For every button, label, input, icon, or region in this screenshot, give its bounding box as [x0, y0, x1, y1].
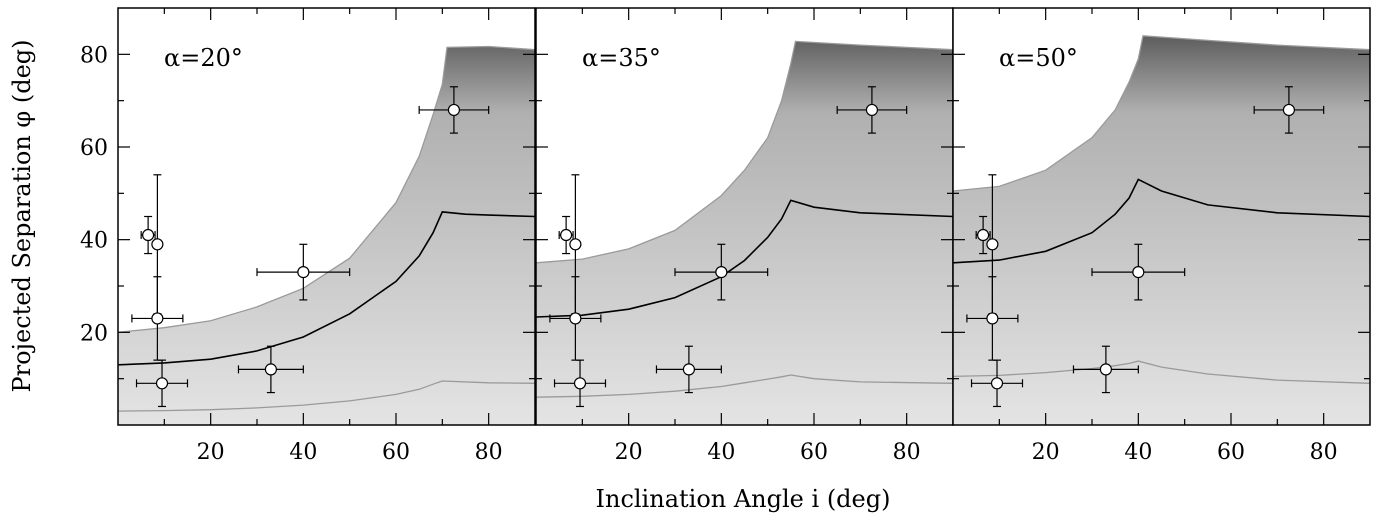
data-marker	[1099, 363, 1113, 376]
data-marker	[447, 103, 461, 117]
x-tick-label: 40	[289, 440, 317, 465]
panel-annotation: α=20°	[164, 44, 243, 72]
x-tick-label: 80	[475, 440, 503, 465]
x-tick-label: 80	[893, 440, 921, 465]
data-point-1	[140, 215, 156, 255]
lower-bound-curve	[952, 360, 1371, 384]
data-marker	[569, 238, 582, 251]
x-tick-label: 60	[1217, 440, 1245, 465]
x-tick-label: 60	[800, 440, 828, 465]
y-axis-label: Projected Separation φ (deg)	[8, 39, 36, 392]
x-tick-label: 20	[615, 440, 643, 465]
data-marker	[297, 266, 310, 279]
data-point-4	[970, 359, 1024, 408]
data-point-4	[553, 359, 607, 408]
panel-annotation: α=50°	[999, 44, 1078, 72]
data-marker	[151, 238, 164, 251]
lower-bound-curve	[535, 374, 954, 398]
panel-frame	[952, 7, 1371, 426]
upper-bound-curve	[535, 40, 954, 264]
data-point-4	[135, 359, 189, 408]
y-tick-label: 40	[80, 229, 108, 254]
data-marker	[560, 228, 573, 242]
data-marker	[155, 377, 169, 390]
probability-density-shading	[536, 8, 953, 425]
median-curve	[952, 178, 1371, 264]
panel-1: 20 40 60 80 20 40 60 80 α=20°	[80, 7, 536, 465]
data-marker	[715, 266, 728, 279]
panel-frame	[117, 7, 536, 426]
y-tick-label: 20	[80, 321, 108, 346]
upper-bound-curve	[117, 45, 536, 333]
data-point-1	[975, 215, 991, 255]
x-tick-label: 40	[707, 440, 735, 465]
data-point-6	[1091, 243, 1186, 301]
data-point-5	[655, 345, 722, 394]
data-marker	[986, 238, 999, 251]
excluded-region	[953, 8, 1370, 191]
x-tick-label: 80	[1310, 440, 1338, 465]
data-point-6	[674, 243, 769, 301]
data-marker	[977, 228, 990, 242]
data-point-1	[558, 215, 574, 255]
data-marker	[142, 228, 155, 242]
x-tick-label: 60	[382, 440, 410, 465]
data-marker	[990, 377, 1004, 390]
data-point-5	[237, 345, 304, 394]
data-point-5	[1072, 345, 1139, 394]
panels: 20 40 60 80 20 40 60 80 α=20° 20 40 60 80 α=35° 20 40 60…	[80, 7, 1371, 465]
data-point-3	[549, 276, 602, 361]
panel-2: 20 40 60 80 α=35°	[535, 7, 954, 465]
lower-bound-curve	[117, 380, 536, 412]
data-point-7	[836, 86, 908, 134]
median-curve	[117, 211, 536, 366]
data-point-7	[1253, 86, 1325, 134]
data-point-7	[418, 86, 490, 134]
x-axis-label: Inclination Angle i (deg)	[596, 485, 891, 513]
data-marker	[865, 103, 879, 117]
excluded-region	[536, 8, 953, 263]
x-tick-label: 40	[1124, 440, 1152, 465]
excluded-region	[118, 8, 535, 333]
data-marker	[569, 312, 582, 325]
probability-density-shading	[953, 8, 1370, 425]
data-point-6	[256, 243, 351, 301]
data-marker	[1132, 266, 1145, 279]
data-marker	[1282, 103, 1296, 117]
data-marker	[151, 312, 164, 325]
x-tick-label: 20	[1032, 440, 1060, 465]
y-tick-label: 60	[80, 136, 108, 161]
median-curve	[535, 199, 954, 318]
data-marker	[986, 312, 999, 325]
y-tick-label: 80	[80, 43, 108, 68]
data-marker	[682, 363, 696, 376]
panel-3: 20 40 60 80 α=50°	[952, 7, 1371, 465]
probability-density-shading	[118, 8, 535, 425]
data-marker	[573, 377, 587, 390]
data-marker	[264, 363, 277, 376]
x-tick-label: 20	[197, 440, 225, 465]
data-point-3	[966, 276, 1019, 361]
upper-bound-curve	[952, 35, 1371, 192]
data-point-3	[131, 276, 184, 361]
panel-annotation: α=35°	[582, 44, 661, 72]
